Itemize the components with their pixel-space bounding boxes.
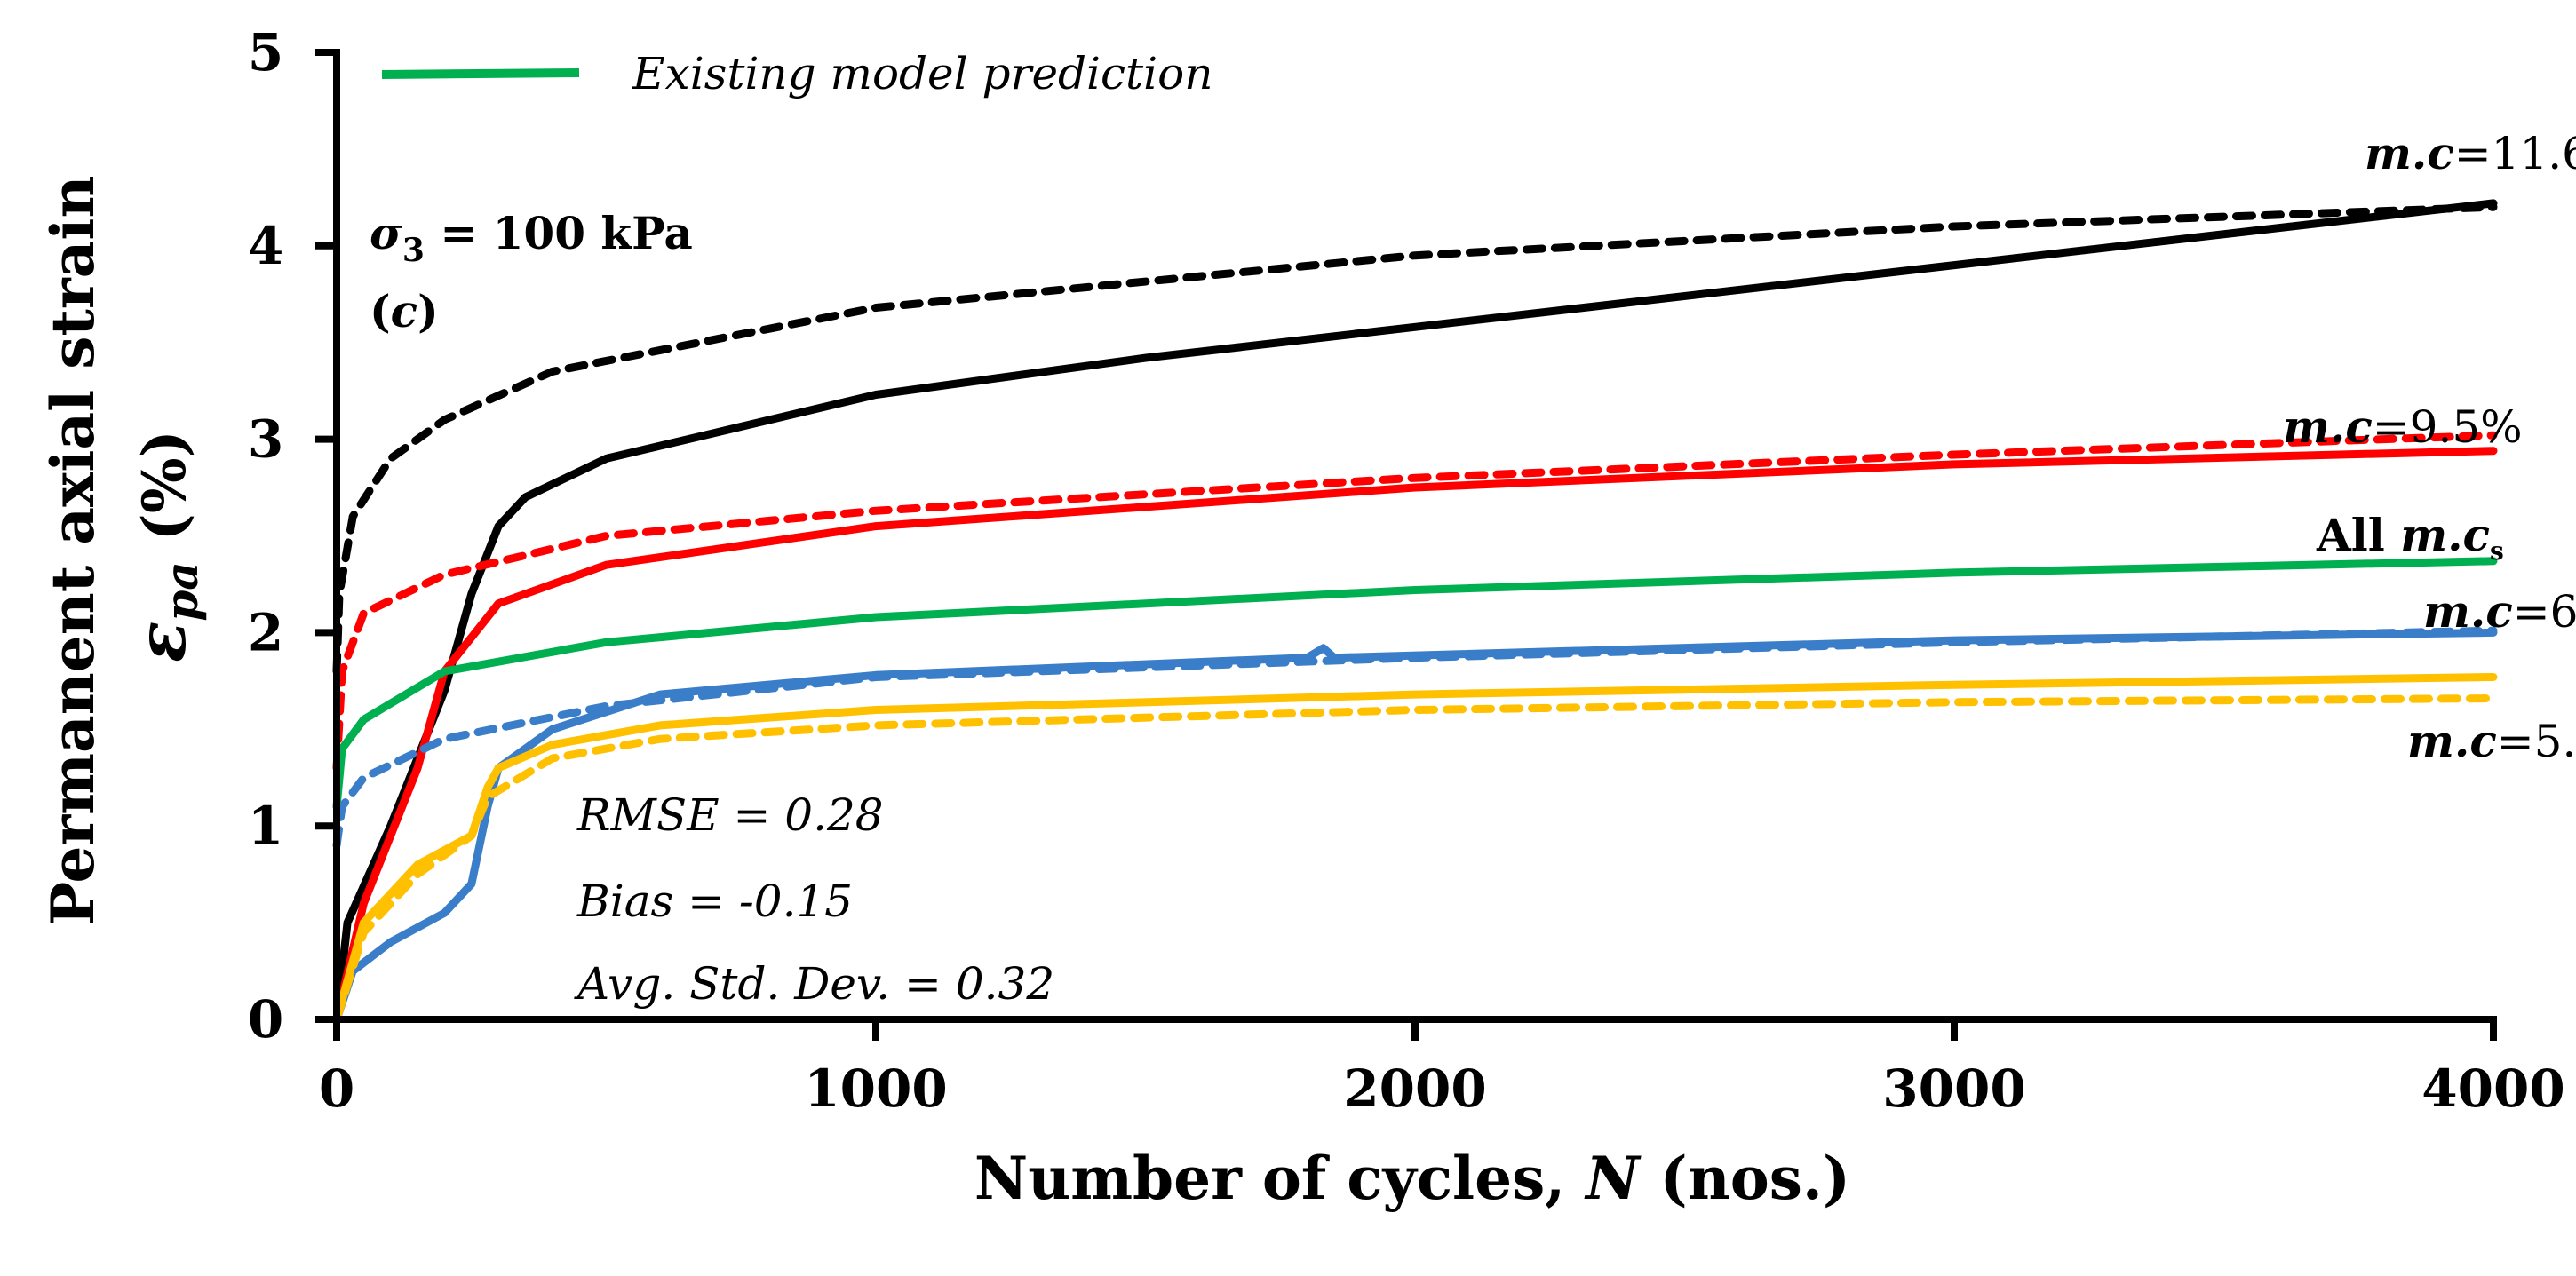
x-tick-label: 0: [319, 1058, 354, 1119]
y-tick-label: 5: [248, 22, 283, 83]
series-line-m-c-5-4-predicted: [332, 694, 2498, 1024]
label-mc-11-6: m.c=11.6%: [2365, 127, 2576, 179]
series-line-m-c-6-9-predicted: [332, 626, 2498, 850]
x-axis-label: Number of cycles, N (nos.): [974, 1144, 1850, 1213]
panel-label: (c): [370, 285, 439, 337]
x-tick-label: 4000: [2421, 1058, 2564, 1119]
std-annotation: Avg. Std. Dev. = 0.32: [574, 958, 1054, 1010]
legend-swatch-existing-model: [381, 68, 580, 79]
y-tick-label: 3: [248, 409, 283, 470]
label-mc-9-5: m.c=9.5%: [2283, 400, 2523, 453]
series-layer: [332, 199, 2498, 1024]
series-line-all-m-cs-existing-model: [332, 557, 2498, 811]
bias-annotation: Bias = -0.15: [576, 876, 853, 927]
series-line-m-c-11-6-predicted: [332, 202, 2498, 676]
x-tick-label: 1000: [804, 1058, 947, 1119]
axes: 0 1 2 3 4 5 0 1000 2000 3000 4000: [248, 22, 2565, 1119]
legend-label: Existing model prediction: [632, 48, 1212, 99]
series-line-m-c-9-5-measured: [332, 447, 2498, 1024]
label-mc-6-9: m.c=6.9%: [2423, 585, 2576, 638]
x-tick-label: 2000: [1343, 1058, 1486, 1119]
y-tick-label: 1: [248, 796, 283, 856]
series-line-m-c-6-9-measured: [332, 628, 2498, 1024]
y-axis-symbol: εpa (%): [122, 430, 208, 662]
y-tick-label: 2: [248, 602, 283, 662]
x-tick-label: 3000: [1882, 1058, 2025, 1119]
rmse-annotation: RMSE = 0.28: [576, 789, 884, 841]
label-mc-all: All m.cs: [2316, 509, 2504, 566]
label-mc-5-4: m.c=5.4%: [2407, 715, 2576, 767]
series-line-m-c-5-4-measured: [332, 673, 2498, 1024]
series-line-m-c-9-5-predicted: [332, 431, 2498, 773]
y-axis-label: Permanent axial strain: [38, 176, 107, 926]
y-tick-label: 0: [248, 989, 283, 1050]
y-tick-label: 4: [248, 216, 283, 276]
sigma-annotation: σ3 = 100 kPa: [370, 207, 693, 269]
